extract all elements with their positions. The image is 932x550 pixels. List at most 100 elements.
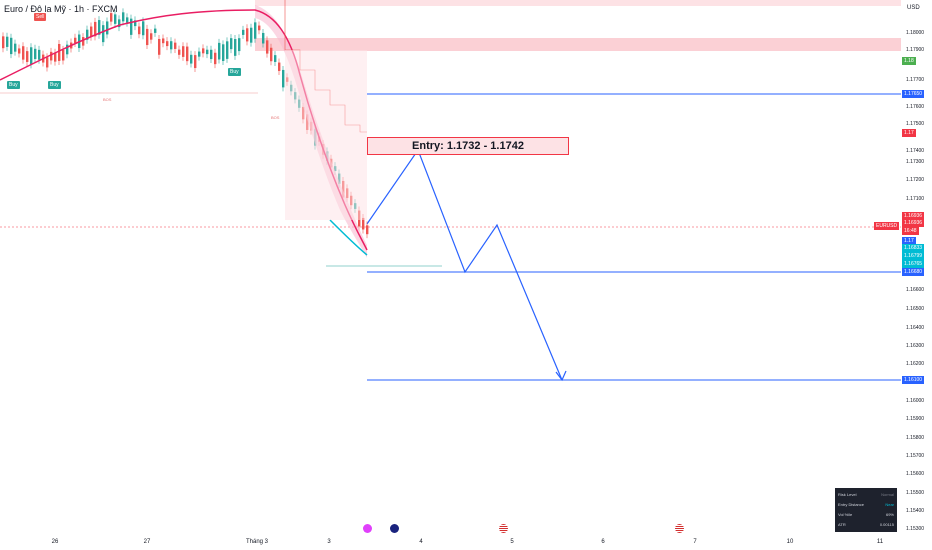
price-tag: 1.16936 [902, 212, 925, 220]
symbol-title: Euro / Đô la Mỹ · 1h · FXCM [4, 4, 118, 14]
time-axis-label: 7 [693, 539, 697, 545]
candle [250, 27, 253, 43]
candle [18, 48, 21, 54]
stats-label: Vol %ile [838, 512, 853, 517]
candle [246, 28, 249, 42]
us-flag-event-icon-2[interactable] [675, 524, 684, 533]
candle [234, 39, 237, 56]
stats-value: Normal [881, 492, 894, 497]
price-axis-label: 1.15800 [906, 435, 925, 441]
stats-row-risk: Risk Level Normal [838, 490, 894, 500]
price-axis-label: 1.17700 [906, 77, 925, 83]
candle [154, 28, 157, 33]
buy-badge-2: Buy [48, 81, 61, 89]
candle [186, 46, 189, 62]
candle [198, 51, 201, 57]
price-tag: 1.17 [902, 237, 916, 245]
entry-box: Entry: 1.1732 - 1.1742 [367, 137, 569, 155]
price-axis-label: 1.16000 [906, 398, 925, 404]
bos-label-2: BOS [271, 115, 280, 120]
candle [38, 49, 41, 60]
price-tag: 1.16936 [902, 219, 925, 227]
time-axis-label: 10 [786, 539, 794, 545]
stats-row-atr: ATR 0.00115 [838, 520, 894, 530]
candle [226, 41, 229, 59]
candle [94, 21, 97, 37]
buy-badge-1: Buy [7, 81, 20, 89]
candle [62, 49, 65, 61]
candle [106, 21, 109, 35]
price-axis-label: 1.17200 [906, 177, 925, 183]
candle [10, 37, 13, 55]
time-axis-label: 27 [143, 539, 151, 545]
candle [54, 52, 57, 62]
price-tag: 1.16833 [902, 244, 925, 252]
candle [22, 46, 25, 60]
price-tag: 1.16765 [902, 260, 925, 268]
currency-label: USD [907, 5, 920, 11]
candle [142, 21, 145, 36]
candle [262, 32, 265, 44]
price-tag: 1.18 [902, 57, 916, 65]
stats-row-vol: Vol %ile 69% [838, 510, 894, 520]
price-axis-label: 1.16600 [906, 287, 925, 293]
candle [266, 40, 269, 54]
candle [254, 22, 257, 39]
candle [6, 36, 9, 47]
time-axis-label: 6 [601, 539, 605, 545]
candle [258, 25, 261, 31]
price-axis-label: 1.16200 [906, 361, 925, 367]
candle [366, 225, 369, 235]
price-axis-label: 1.18000 [906, 30, 925, 36]
candle [274, 55, 277, 62]
candle [170, 41, 173, 50]
price-axis-label: 1.17300 [906, 159, 925, 165]
supply-zone-top [255, 0, 901, 6]
candle [114, 14, 117, 24]
stats-value: 69% [885, 512, 894, 517]
globe-event-icon[interactable] [390, 524, 399, 533]
price-axis-label: 1.15400 [906, 508, 925, 514]
time-axis-label: 11 [876, 539, 884, 545]
candle [270, 47, 273, 62]
candle [222, 44, 225, 62]
buy-badge-3: Buy [228, 68, 241, 76]
candle [182, 46, 185, 57]
us-flag-event-icon[interactable] [499, 524, 508, 533]
candle [66, 44, 69, 55]
candle [206, 49, 209, 55]
candle [218, 42, 221, 60]
price-axis-label: 1.17400 [906, 148, 925, 154]
time-axis-label: 26 [51, 539, 59, 545]
time-axis-label: Tháng 3 [245, 539, 269, 545]
candle [26, 51, 29, 62]
price-axis-label: 1.17900 [906, 47, 925, 53]
price-axis-label: 1.16400 [906, 325, 925, 331]
price-axis-label: 1.17100 [906, 196, 925, 202]
stats-row-distance: Entry Distance Near [838, 500, 894, 510]
candle [118, 19, 121, 28]
candle [238, 38, 241, 52]
symbol-tag: EURUSD [874, 222, 900, 230]
bolt-event-icon[interactable] [363, 524, 372, 533]
candle [98, 20, 101, 35]
stats-label: Risk Level [838, 492, 857, 497]
candle [190, 54, 193, 64]
time-axis-label: 3 [327, 539, 331, 545]
candle [126, 17, 129, 23]
price-axis-label: 1.16500 [906, 306, 925, 312]
sell-badge: Sell [34, 13, 47, 21]
candle [282, 69, 285, 88]
candle [162, 38, 165, 44]
price-axis-label: 1.15600 [906, 471, 925, 477]
candle [2, 36, 5, 49]
supply-zone-upper [255, 38, 901, 51]
candle [278, 62, 281, 71]
bos-label-1: BOS [103, 97, 112, 102]
candle [178, 49, 181, 55]
candle [194, 55, 197, 69]
candle [138, 26, 141, 35]
candle [210, 49, 213, 60]
